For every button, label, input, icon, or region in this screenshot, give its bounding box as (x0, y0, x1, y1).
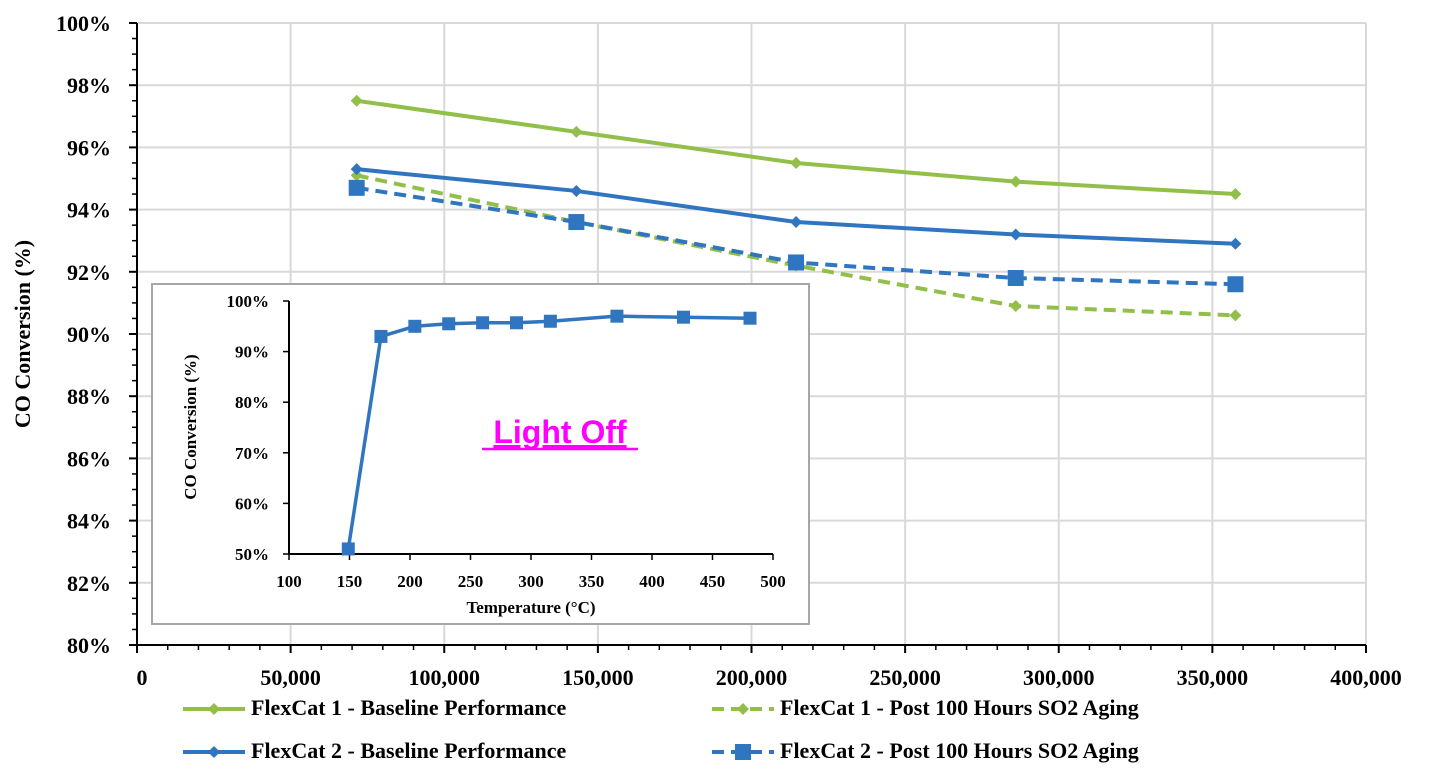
data-point (350, 169, 363, 182)
inset-y-axis-label: CO Conversion (%) (181, 354, 200, 499)
data-point (1009, 228, 1022, 241)
x-tick-label: 350,000 (1177, 665, 1249, 690)
data-point (1229, 309, 1242, 322)
y-tick-label: 94% (67, 198, 111, 223)
data-point (790, 156, 803, 169)
inset-data-point (743, 311, 757, 325)
y-tick-label: 82% (67, 571, 111, 596)
x-tick-label: 150,000 (562, 665, 634, 690)
x-tick-label: 200,000 (716, 665, 788, 690)
data-point (1227, 276, 1244, 293)
y-tick-label: 84% (67, 509, 111, 534)
inset-x-axis-label: Temperature (°C) (466, 598, 595, 617)
inset-data-point (476, 316, 490, 330)
main-axes (129, 22, 1367, 653)
y-tick-label: 96% (67, 135, 111, 160)
inset-y-tick-label: 80% (235, 393, 269, 412)
inset-series-line (346, 314, 751, 550)
inset-y-tick-label: 100% (227, 292, 270, 311)
legend-marker (208, 746, 220, 758)
data-point (1229, 237, 1242, 250)
data-point (568, 214, 585, 231)
inset-y-tick-label: 70% (235, 444, 269, 463)
main-y-axis-label: CO Conversion (%) (10, 240, 35, 428)
legend-marker (737, 703, 749, 715)
inset-y-tick-label: 60% (235, 494, 269, 513)
data-point (1229, 188, 1242, 201)
y-tick-label: 90% (67, 322, 111, 347)
inset-data-point (543, 314, 557, 328)
data-point (1009, 300, 1022, 313)
y-tick-label: 88% (67, 384, 111, 409)
inset-data-point (341, 542, 355, 556)
main-series (348, 94, 1244, 322)
data-point (1009, 175, 1022, 188)
inset-x-tick-label: 350 (579, 572, 605, 591)
inset-x-tick-label: 450 (700, 572, 726, 591)
x-tick-label: 250,000 (869, 665, 941, 690)
legend-label: FlexCat 2 - Baseline Performance (251, 738, 566, 763)
y-tick-label: 80% (67, 633, 111, 658)
legend-label: FlexCat 1 - Post 100 Hours SO2 Aging (780, 695, 1139, 720)
x-tick-label: 50,000 (260, 665, 321, 690)
inset-y-tick-label: 50% (235, 545, 269, 564)
data-point (788, 254, 805, 271)
inset-data-point (374, 329, 388, 343)
inset-x-tick-label: 200 (397, 572, 423, 591)
legend-label: FlexCat 1 - Baseline Performance (251, 695, 566, 720)
y-tick-label: 98% (67, 73, 111, 98)
inset-data-point (509, 316, 523, 330)
y-tick-label: 92% (67, 260, 111, 285)
inset-data-point (610, 309, 624, 323)
x-tick-label: 400,000 (1330, 665, 1402, 690)
data-point (1007, 270, 1024, 287)
inset-x-tick-label: 150 (337, 572, 363, 591)
data-point (348, 179, 365, 196)
data-point (790, 216, 803, 229)
legend-label: FlexCat 2 - Post 100 Hours SO2 Aging (780, 738, 1139, 763)
inset-tick-labels: 50% 60% 70% 80% 90% 100% 100 150 200 250 300 350 400… (227, 292, 786, 591)
inset-x-tick-label: 500 (760, 572, 786, 591)
inset-data-point (408, 319, 422, 333)
inset-x-tick-label: 400 (639, 572, 665, 591)
legend-marker (208, 703, 220, 715)
y-tick-label: 100% (56, 11, 111, 36)
inset-x-tick-label: 250 (458, 572, 484, 591)
data-point (350, 94, 363, 107)
data-point (570, 125, 583, 138)
x-tick-label: 0 (137, 665, 148, 690)
inset-chart: 50% 60% 70% 80% 90% 100% 100 150 200 250 300 350 400… (151, 283, 810, 625)
light-off-annotation: Light Off (493, 414, 627, 450)
inset-x-tick-label: 100 (276, 572, 302, 591)
legend: FlexCat 1 - Baseline Performance FlexCat … (183, 695, 1139, 763)
inset-axes (283, 300, 774, 560)
inset-frame (151, 283, 810, 625)
data-point (350, 163, 363, 176)
inset-data-point (442, 317, 456, 331)
x-tick-label: 100,000 (409, 665, 481, 690)
legend-marker (735, 744, 751, 760)
data-point (570, 184, 583, 197)
y-tick-label: 86% (67, 446, 111, 471)
inset-y-tick-label: 90% (235, 343, 269, 362)
inset-series (341, 309, 757, 556)
inset-data-point (676, 310, 690, 324)
x-tick-label: 300,000 (1023, 665, 1095, 690)
main-tick-labels: 80% 82% 84% 86% 88% 90% 92% 94% 96% 98% 100% 0 50,00… (56, 11, 1402, 690)
inset-x-tick-label: 300 (518, 572, 544, 591)
